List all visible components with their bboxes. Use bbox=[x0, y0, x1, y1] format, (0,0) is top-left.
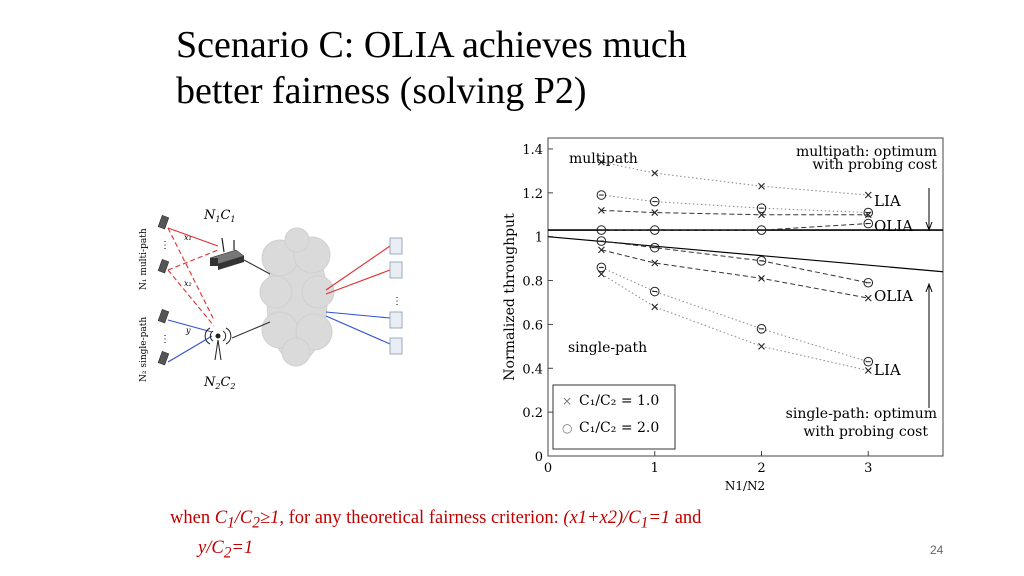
page-number: 24 bbox=[930, 543, 944, 557]
data-point bbox=[649, 242, 660, 253]
y-tick-label: 1.4 bbox=[522, 143, 543, 158]
annotation-mp-optimum-1: multipath: optimum bbox=[796, 144, 937, 160]
x-tick-label: 0 bbox=[544, 461, 552, 476]
data-point bbox=[756, 324, 767, 334]
data-point bbox=[597, 246, 605, 254]
data-point bbox=[649, 196, 660, 207]
x-tick-label: 2 bbox=[757, 461, 765, 476]
legend-label: C₁/C₂ = 2.0 bbox=[579, 420, 659, 436]
y-tick-label: 0.8 bbox=[522, 275, 543, 290]
annotation-mp-optimum-2: with probing cost bbox=[812, 157, 937, 173]
y-tick-label: 0.2 bbox=[522, 406, 543, 421]
data-point bbox=[864, 191, 872, 199]
data-point bbox=[651, 169, 659, 177]
legend-label: C₁/C₂ = 1.0 bbox=[579, 393, 659, 409]
x-axis-label: N1/N2 bbox=[725, 479, 765, 493]
y-tick-label: 1 bbox=[535, 231, 543, 246]
legend-marker: ○ bbox=[562, 421, 572, 435]
slide-title-line-1: Scenario C: OLIA achieves much bbox=[176, 24, 687, 66]
series-line bbox=[601, 249, 869, 299]
data-point bbox=[596, 236, 607, 246]
internet-cloud-icon bbox=[259, 227, 335, 367]
link-label-x1: x₁ bbox=[184, 233, 192, 242]
arrow-down-head bbox=[925, 221, 933, 232]
data-point bbox=[758, 342, 765, 350]
data-point bbox=[596, 262, 607, 273]
node-label-top: N1C1 bbox=[203, 208, 236, 224]
series-line bbox=[601, 223, 869, 231]
data-point bbox=[863, 356, 874, 367]
data-point bbox=[756, 203, 767, 213]
router-icon bbox=[209, 237, 245, 270]
annotation-lia-bottom: LIA bbox=[874, 361, 901, 379]
data-point bbox=[758, 211, 765, 219]
series-line bbox=[601, 209, 869, 216]
link-label-x2: x₂ bbox=[184, 279, 192, 288]
server-icon bbox=[389, 237, 403, 355]
data-point bbox=[863, 277, 874, 288]
legend-marker: × bbox=[562, 394, 572, 408]
data-point bbox=[864, 367, 872, 374]
slide-title-line-2: better fairness (solving P2) bbox=[176, 70, 587, 112]
annotation-olia-bottom: OLIA bbox=[874, 287, 913, 305]
y-tick-label: 0.6 bbox=[522, 318, 543, 333]
data-point bbox=[596, 225, 607, 235]
annotation-single-path: single-path bbox=[568, 340, 647, 356]
data-point bbox=[864, 294, 872, 302]
y-axis-label: Normalized throughput bbox=[502, 213, 518, 381]
group-label-singlepath: N₂ single-path bbox=[139, 317, 149, 382]
link-label-y: y bbox=[185, 326, 191, 335]
network-links bbox=[167, 227, 391, 363]
legend-box bbox=[552, 384, 676, 450]
data-point bbox=[651, 209, 659, 216]
data-point bbox=[651, 259, 659, 267]
data-point bbox=[649, 286, 660, 297]
data-point bbox=[758, 182, 765, 190]
phone-icon bbox=[157, 215, 170, 366]
annotation-sp-optimum-2: with probing cost bbox=[803, 424, 928, 440]
data-point bbox=[651, 303, 659, 311]
data-point bbox=[756, 256, 767, 266]
group-label-multipath: N₁ multi-path bbox=[139, 228, 149, 290]
series-line bbox=[601, 240, 869, 284]
x-tick-label: 3 bbox=[864, 461, 872, 476]
y-tick-label: 1.2 bbox=[522, 187, 543, 202]
annotation-multipath: multipath bbox=[569, 151, 638, 167]
annotation-sp-optimum-1: single-path: optimum bbox=[786, 406, 937, 422]
data-point bbox=[863, 207, 874, 218]
antenna-icon bbox=[204, 327, 232, 361]
caption: when C1/C2≥1, for any theoretical fairne… bbox=[170, 508, 702, 562]
slide-title: Scenario C: OLIA achieves much better fa… bbox=[176, 22, 876, 114]
y-tick-label: 0 bbox=[535, 450, 543, 465]
annotation-olia-top: OLIA bbox=[874, 217, 913, 235]
node-label-bottom: N2C2 bbox=[203, 375, 236, 391]
data-point bbox=[597, 270, 605, 278]
data-point bbox=[649, 225, 660, 235]
data-point bbox=[597, 206, 605, 214]
annotation-lia-top: LIA bbox=[874, 192, 901, 210]
data-point bbox=[863, 218, 874, 229]
ellipsis-bottom: ⋮ bbox=[160, 334, 170, 345]
data-point bbox=[596, 190, 607, 200]
x-tick-label: 1 bbox=[651, 461, 659, 476]
series-line bbox=[601, 266, 869, 363]
arrow-up-head bbox=[925, 282, 933, 293]
data-point bbox=[597, 158, 605, 166]
data-point bbox=[758, 274, 765, 282]
ellipsis-top: ⋮ bbox=[160, 240, 170, 251]
ellipsis-servers: ⋮ bbox=[392, 296, 402, 307]
series-line bbox=[601, 161, 869, 196]
y-tick-label: 0.4 bbox=[522, 362, 543, 377]
data-point bbox=[756, 225, 767, 235]
